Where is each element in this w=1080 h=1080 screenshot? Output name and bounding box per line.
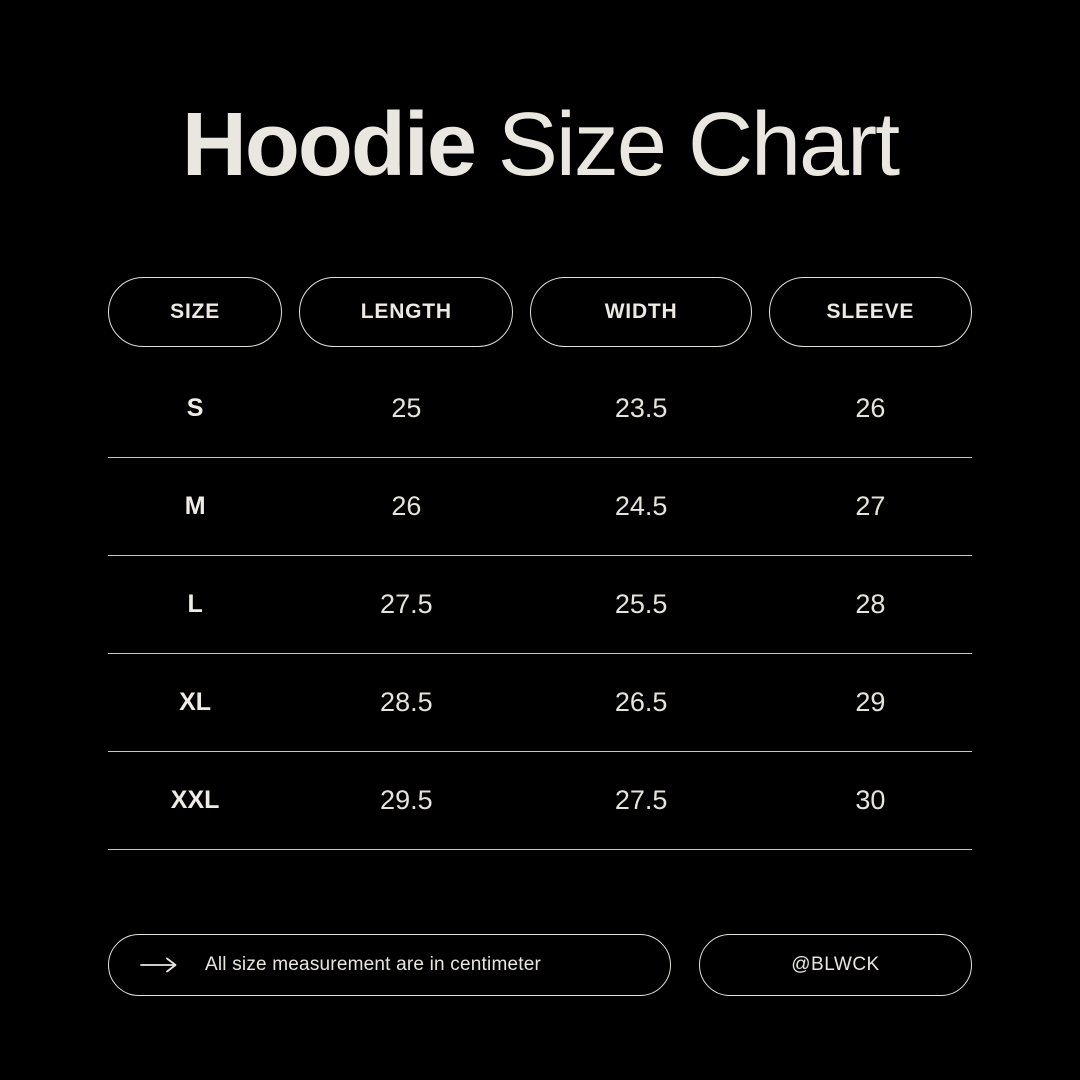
- length-value: 29.5: [380, 785, 433, 815]
- brand-handle: @BLWCK: [791, 954, 880, 975]
- column-header-sleeve: SLEEVE: [768, 277, 972, 347]
- sleeve-value: 29: [855, 687, 886, 717]
- column-header-width: WIDTH: [530, 277, 752, 347]
- width-value: 24.5: [614, 491, 668, 521]
- long-right-arrow-icon: [140, 957, 177, 973]
- size-label: S: [186, 394, 204, 422]
- length-value: 27.5: [380, 589, 433, 619]
- column-header-width-label: WIDTH: [604, 300, 678, 323]
- title-product: Hoodie: [181, 95, 477, 195]
- size-label: XL: [179, 688, 212, 716]
- length-value: 25: [391, 393, 422, 423]
- measurement-note: All size measurement are in centimeter: [205, 954, 542, 975]
- table-row-l: L 27.5 25.5 28: [108, 556, 972, 654]
- column-header-size: SIZE: [108, 277, 283, 347]
- table-row-xl: XL 28.5 26.5 29: [108, 654, 972, 752]
- sleeve-value: 27: [855, 491, 886, 521]
- size-label: M: [184, 492, 206, 520]
- column-header-length-label: LENGTH: [360, 300, 452, 323]
- title-suffix: Size Chart: [497, 95, 900, 195]
- footer: All size measurement are in centimeter @…: [108, 934, 972, 996]
- size-label: L: [187, 590, 203, 618]
- table-row-s: S 25 23.5 26: [108, 360, 972, 458]
- length-value: 26: [391, 491, 422, 521]
- column-header-size-label: SIZE: [170, 300, 221, 323]
- width-value: 26.5: [614, 687, 668, 717]
- length-value: 28.5: [380, 687, 433, 717]
- measurement-note-pill: All size measurement are in centimeter: [108, 934, 671, 996]
- sleeve-value: 30: [855, 785, 886, 815]
- sleeve-value: 26: [855, 393, 886, 423]
- width-value: 27.5: [614, 785, 668, 815]
- table-row-xxl: XXL 29.5 27.5 30: [108, 752, 972, 850]
- page-title: Hoodie Size Chart: [0, 96, 1080, 195]
- size-label: XXL: [170, 786, 220, 814]
- column-header-sleeve-label: SLEEVE: [826, 300, 915, 323]
- column-header-length: LENGTH: [299, 277, 514, 347]
- width-value: 23.5: [614, 393, 668, 423]
- width-value: 25.5: [614, 589, 668, 619]
- table-body: S 25 23.5 26 M 26 24.5 27 L 27.5 25.5 28…: [108, 360, 972, 850]
- table-header-row: SIZE LENGTH WIDTH SLEEVE: [108, 277, 972, 347]
- table-row-m: M 26 24.5 27: [108, 458, 972, 556]
- size-table: SIZE LENGTH WIDTH SLEEVE S 25 23.5 26 M …: [108, 277, 972, 850]
- brand-handle-pill: @BLWCK: [699, 934, 972, 996]
- sleeve-value: 28: [855, 589, 886, 619]
